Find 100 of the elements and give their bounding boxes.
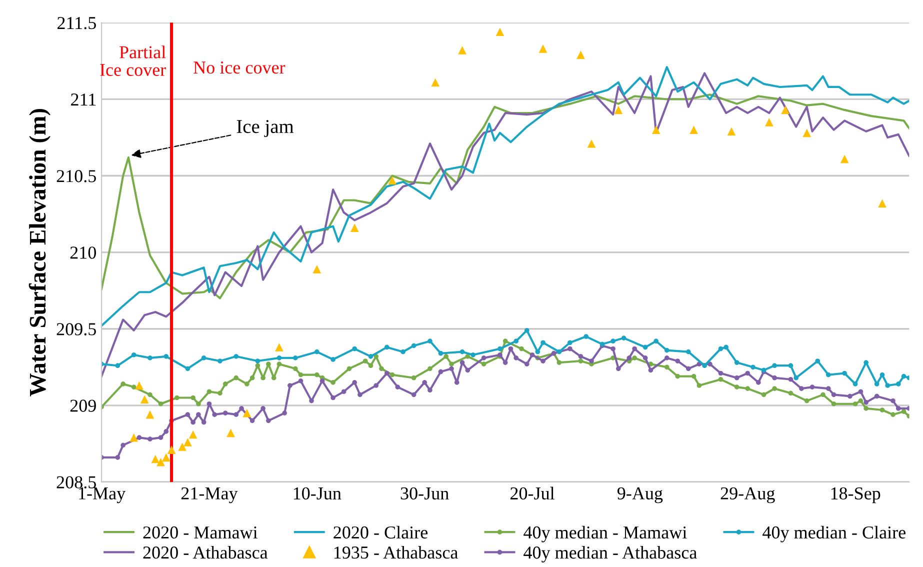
point <box>130 433 138 442</box>
point <box>431 78 440 87</box>
point <box>350 224 359 232</box>
point <box>312 264 322 274</box>
point <box>292 356 298 360</box>
point <box>524 328 530 333</box>
point <box>162 453 170 462</box>
point <box>901 374 906 379</box>
point <box>896 382 901 386</box>
point <box>568 340 572 346</box>
line-series <box>102 94 910 300</box>
point <box>135 381 144 390</box>
point <box>226 428 235 438</box>
point <box>840 154 849 164</box>
point <box>140 395 149 404</box>
point <box>556 349 562 354</box>
y-axis-title: Water Surface Elevation (m) <box>28 108 50 396</box>
point <box>131 352 136 358</box>
point <box>878 199 886 208</box>
point <box>201 356 206 360</box>
point <box>115 363 120 368</box>
point <box>458 46 466 54</box>
point <box>164 354 169 359</box>
point <box>690 126 698 134</box>
point <box>352 346 358 352</box>
point <box>275 343 284 352</box>
point <box>718 346 724 352</box>
point <box>151 454 160 464</box>
point <box>146 410 154 419</box>
point <box>724 344 729 350</box>
point <box>400 349 406 354</box>
y-tick-label: 210 <box>70 246 96 259</box>
point <box>330 357 336 362</box>
x-tick-label: 29-Aug <box>720 487 775 504</box>
point <box>470 352 476 358</box>
annotation: Ice jam <box>236 120 294 138</box>
point <box>826 372 831 378</box>
y-tick-label: 209 <box>70 400 96 412</box>
point <box>185 366 190 372</box>
point <box>802 128 812 138</box>
point <box>765 118 774 126</box>
y-tick-label: 208.5 <box>56 476 96 488</box>
point <box>686 349 691 354</box>
point <box>864 360 869 365</box>
point <box>411 343 416 348</box>
point <box>314 349 320 354</box>
y-tick-label: 211.5 <box>58 16 96 30</box>
point <box>167 446 176 454</box>
point <box>438 350 444 356</box>
x-tick-label: 10-Jun <box>294 487 342 500</box>
point <box>255 358 260 364</box>
x-tick-label: 1-May <box>79 487 126 504</box>
x-tick-label: 9-Aug <box>617 487 663 504</box>
point <box>652 126 660 134</box>
point <box>654 338 659 344</box>
point <box>750 364 756 370</box>
point <box>156 458 165 466</box>
point <box>772 363 777 368</box>
point <box>885 383 890 388</box>
point <box>184 438 192 446</box>
y-tick-label: 211 <box>71 94 96 106</box>
legend-label: 2020 - Mamawi <box>143 526 258 539</box>
legend-label: 40y median - Athabasca <box>524 546 697 562</box>
point <box>460 349 465 354</box>
point <box>384 344 390 350</box>
point <box>148 356 152 360</box>
point <box>781 106 790 114</box>
x-tick-label: 21-May <box>181 487 238 504</box>
annotation: No ice cover <box>194 62 286 74</box>
point <box>642 344 648 350</box>
legend-label: 1935 - Athabasca <box>334 546 458 559</box>
legend-label: 40y median - Claire <box>762 526 906 542</box>
legend-label: 40y median - Mamawi <box>524 526 687 542</box>
point <box>584 334 589 339</box>
point <box>498 346 502 352</box>
point <box>664 348 670 353</box>
point <box>540 340 546 346</box>
y-tick-label: 210.5 <box>56 170 96 182</box>
point <box>702 363 707 368</box>
point <box>727 127 736 136</box>
point <box>368 354 374 359</box>
point <box>880 372 885 378</box>
point <box>874 382 880 386</box>
point <box>794 375 799 380</box>
point <box>535 349 540 354</box>
point <box>788 363 794 368</box>
point <box>514 338 519 344</box>
x-tick-label: 18-Sep <box>831 487 880 504</box>
point <box>621 336 626 340</box>
point <box>576 50 585 59</box>
point <box>538 44 548 53</box>
point <box>614 106 623 114</box>
point <box>852 382 858 386</box>
point <box>218 358 222 364</box>
legend-label: 2020 - Claire <box>334 526 428 539</box>
point <box>234 354 239 359</box>
x-tick-label: 20-Jul <box>510 486 554 500</box>
point <box>842 370 847 376</box>
point <box>496 28 504 36</box>
point <box>610 338 616 344</box>
